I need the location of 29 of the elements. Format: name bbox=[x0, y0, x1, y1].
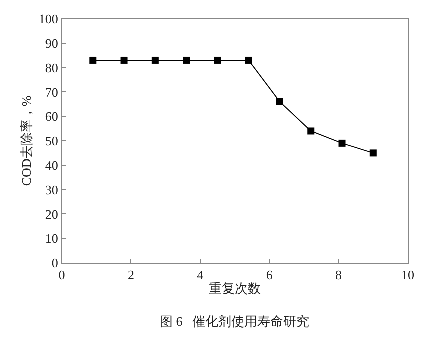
point bbox=[183, 56, 190, 64]
y-tick-label: 30 bbox=[45, 182, 58, 198]
x-tick-label: 4 bbox=[197, 268, 204, 283]
point bbox=[152, 56, 159, 64]
y-axis-title: COD去除率，% bbox=[18, 96, 34, 186]
point bbox=[214, 56, 222, 64]
y-tick-label: 20 bbox=[45, 206, 58, 222]
x-axis-title: 重复次数 bbox=[209, 281, 261, 296]
point bbox=[245, 56, 252, 64]
point bbox=[308, 128, 315, 135]
y-tick-label: 50 bbox=[45, 134, 58, 149]
y-tick-label: 100 bbox=[38, 12, 58, 27]
point bbox=[338, 140, 346, 147]
x-tick-label: 2 bbox=[128, 268, 134, 283]
y-tick-label: 40 bbox=[45, 158, 58, 173]
y-tick-label: 10 bbox=[45, 231, 58, 246]
point bbox=[120, 56, 128, 64]
x-tick-label: 8 bbox=[336, 268, 342, 283]
y-tick-label: 60 bbox=[45, 109, 58, 124]
x-tick-label: 6 bbox=[266, 268, 274, 283]
point bbox=[276, 98, 284, 106]
y-tick-label: 80 bbox=[45, 60, 58, 76]
y-tick-label: 70 bbox=[45, 84, 58, 100]
y-tick-label: 0 bbox=[52, 256, 58, 271]
y-tick-label: 90 bbox=[45, 36, 58, 51]
point bbox=[370, 150, 377, 157]
x-tick-label: 10 bbox=[402, 268, 414, 283]
caption: 图 6 催化剂使用寿命研究 bbox=[160, 314, 310, 329]
point bbox=[90, 56, 97, 64]
